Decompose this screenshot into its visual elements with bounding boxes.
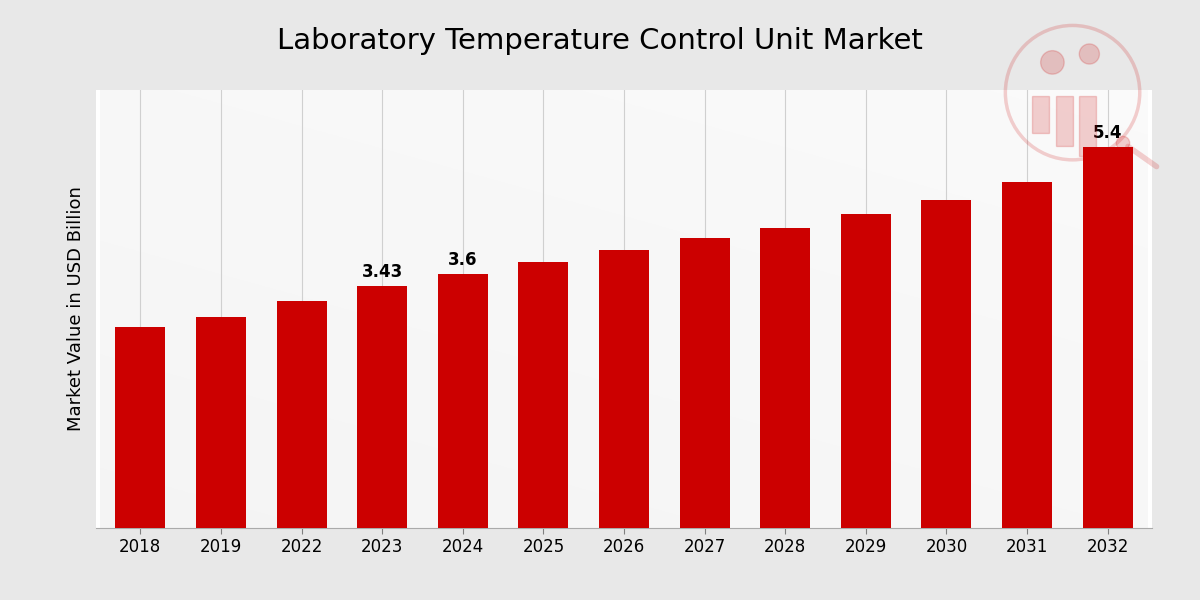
Bar <box>1056 96 1073 146</box>
Text: 3.43: 3.43 <box>361 263 403 281</box>
Bar <box>679 238 730 528</box>
Bar <box>841 214 890 528</box>
Bar <box>1079 96 1096 157</box>
Text: 3.6: 3.6 <box>448 251 478 269</box>
Bar <box>761 228 810 528</box>
Bar <box>196 317 246 528</box>
Circle shape <box>1079 44 1099 64</box>
Bar <box>599 250 649 528</box>
Bar <box>922 199 972 528</box>
Bar <box>1002 182 1052 528</box>
Bar <box>115 326 166 528</box>
Bar <box>1082 146 1133 528</box>
Y-axis label: Market Value in USD Billion: Market Value in USD Billion <box>67 187 85 431</box>
Bar <box>438 274 487 528</box>
Text: 5.4: 5.4 <box>1093 124 1122 142</box>
Circle shape <box>1116 136 1129 150</box>
Bar <box>1032 96 1049 133</box>
Bar <box>276 301 326 528</box>
Bar <box>518 262 569 528</box>
Bar <box>358 286 407 528</box>
Text: Laboratory Temperature Control Unit Market: Laboratory Temperature Control Unit Mark… <box>277 27 923 55</box>
Circle shape <box>1040 50 1064 74</box>
